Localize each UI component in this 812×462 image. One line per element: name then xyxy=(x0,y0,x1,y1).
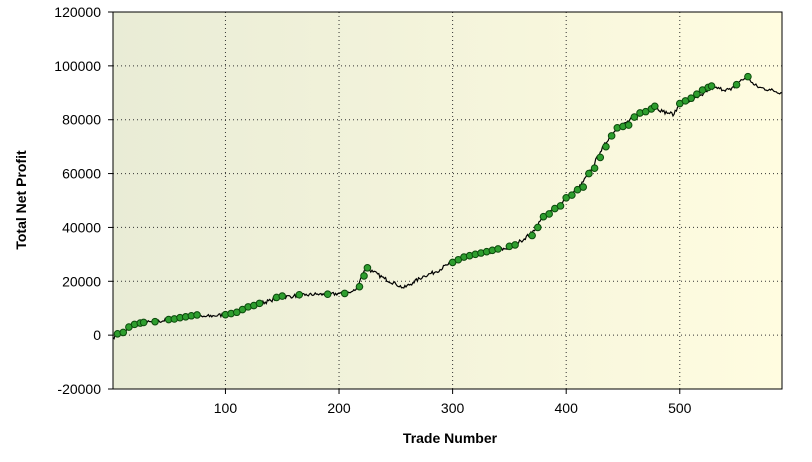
trade-marker xyxy=(323,290,332,299)
trade-marker xyxy=(255,299,264,308)
y-tick-label: 100000 xyxy=(54,58,101,74)
trade-marker xyxy=(590,164,599,172)
trade-marker xyxy=(596,153,605,162)
y-tick-label: 40000 xyxy=(62,219,101,235)
trade-marker xyxy=(607,132,616,140)
trade-marker xyxy=(624,121,633,129)
x-tick-labels: 100 200 300 400 500 xyxy=(214,400,692,416)
trade-marker xyxy=(545,210,553,218)
y-tick-label: 80000 xyxy=(62,112,101,128)
x-tick-label: 500 xyxy=(668,400,692,416)
trade-marker xyxy=(355,282,364,291)
trade-marker xyxy=(151,317,159,326)
trade-marker xyxy=(295,290,304,299)
trade-marker xyxy=(707,82,716,90)
trade-marker xyxy=(511,241,519,249)
trade-marker xyxy=(533,223,542,232)
trade-marker xyxy=(139,318,148,327)
trade-marker xyxy=(693,90,701,98)
trade-marker xyxy=(360,272,368,280)
x-tick-label: 200 xyxy=(327,400,351,416)
trade-marker xyxy=(579,183,588,191)
trade-marker xyxy=(119,328,128,337)
plot-frame xyxy=(112,11,783,390)
trade-marker xyxy=(363,264,372,272)
trade-marker xyxy=(687,94,695,102)
x-tick-label: 100 xyxy=(214,400,238,416)
trade-marker xyxy=(556,202,565,210)
trade-marker xyxy=(602,142,610,151)
trade-marker xyxy=(568,191,576,199)
y-axis-title: Total Net Profit xyxy=(13,150,29,250)
trade-marker xyxy=(630,113,639,121)
trade-marker xyxy=(650,102,659,111)
trade-marker xyxy=(340,289,349,298)
axis-ticks xyxy=(108,11,681,394)
trade-marker xyxy=(528,231,536,240)
trade-marker xyxy=(744,72,752,81)
y-tick-label: 20000 xyxy=(62,273,101,289)
trade-marker xyxy=(193,311,201,319)
plot-background xyxy=(113,12,782,389)
x-tick-label: 400 xyxy=(555,400,579,416)
trade-marker xyxy=(585,169,593,178)
y-tick-label: -20000 xyxy=(57,381,101,397)
y-tick-label: 0 xyxy=(93,327,101,343)
y-tick-label: 120000 xyxy=(54,4,101,20)
trade-markers xyxy=(113,72,752,338)
trade-marker xyxy=(732,80,741,89)
trade-marker xyxy=(494,245,502,253)
y-tick-label: 60000 xyxy=(62,166,101,182)
y-tick-labels: -20000 0 20000 40000 60000 80000 100000 120000 xyxy=(54,4,101,397)
x-tick-label: 300 xyxy=(441,400,465,416)
x-axis-title: Trade Number xyxy=(403,430,498,446)
trade-marker xyxy=(278,292,287,300)
